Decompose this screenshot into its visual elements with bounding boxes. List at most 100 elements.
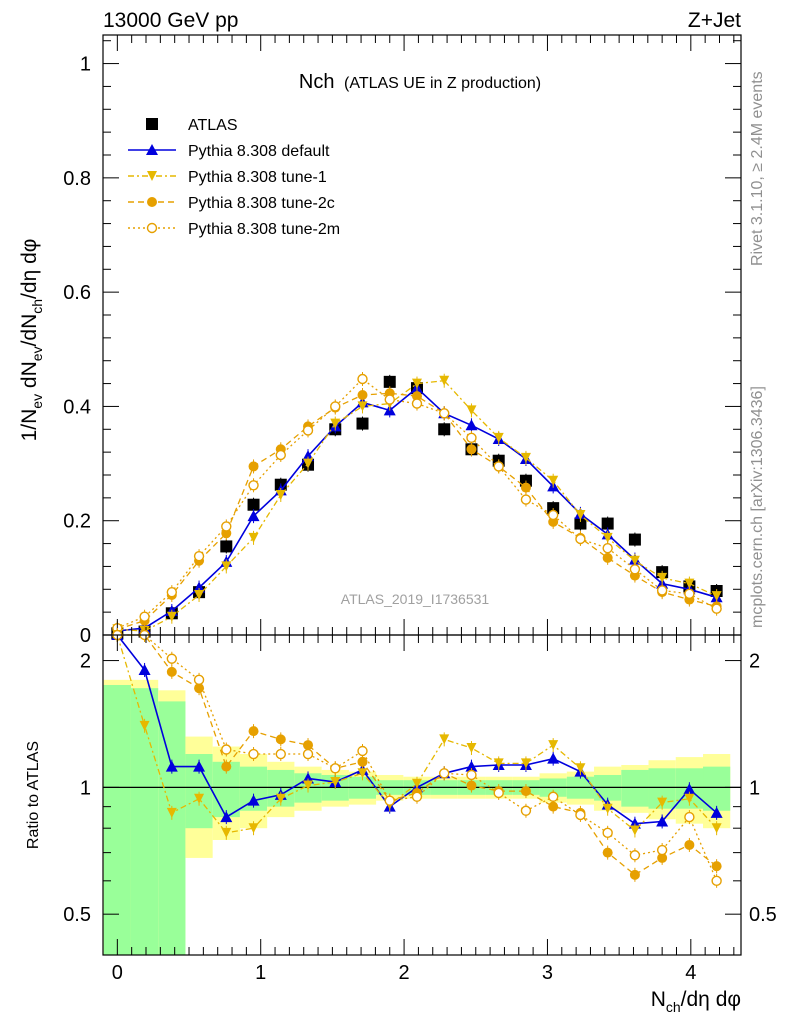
main-point <box>656 585 668 596</box>
ratio-point <box>247 794 260 806</box>
ratio-y-tick-label-right: 2 <box>749 651 760 673</box>
x-tick-label: 4 <box>685 962 696 984</box>
ratio-point <box>548 801 559 812</box>
legend-label: Pythia 8.308 tune-2m <box>188 221 340 238</box>
y-tick-label: 0.4 <box>63 396 91 418</box>
rivet-label: Rivet 3.1.10, ≥ 2.4M events <box>749 71 766 266</box>
main-point <box>166 586 178 598</box>
legend-label: ATLAS <box>188 117 238 134</box>
ratio-band-inner <box>621 769 649 807</box>
main-point <box>493 432 504 443</box>
main-point <box>193 581 206 593</box>
ratio-panel: 0 1 2 3 4 0.5 0.5 1 1 2 2 Ratio to ATLAS Nch/dη dφ <box>25 628 777 1015</box>
ratio-point <box>303 780 314 791</box>
main-point <box>601 517 614 530</box>
ratio-point <box>139 720 150 731</box>
main-point <box>275 490 286 500</box>
main-point <box>602 552 613 563</box>
legend-marker <box>147 171 157 181</box>
main-point <box>466 432 477 444</box>
main-point <box>357 373 368 385</box>
ratio-point <box>656 844 668 856</box>
ratio-point <box>248 748 259 760</box>
legend-marker <box>147 197 157 207</box>
ratio-point <box>193 760 206 772</box>
y-tick-label: 0.8 <box>63 168 91 190</box>
ratio-point <box>303 740 314 751</box>
main-point <box>629 555 640 566</box>
ratio-point <box>166 807 177 818</box>
ratio-point <box>629 869 640 880</box>
ratio-point <box>547 752 560 764</box>
main-point <box>602 532 613 543</box>
ratio-point <box>629 825 640 836</box>
main-point <box>520 452 531 463</box>
main-point <box>602 542 613 554</box>
legend-marker <box>146 144 158 155</box>
ratio-point <box>629 850 641 861</box>
main-point <box>357 401 368 412</box>
ratio-y-tick-label: 2 <box>80 651 91 673</box>
main-point <box>684 588 695 600</box>
ratio-point <box>683 783 696 795</box>
main-point <box>139 611 150 622</box>
main-point <box>330 418 341 429</box>
main-point <box>575 533 586 545</box>
main-point <box>438 423 451 436</box>
legend-entry: ATLAS <box>146 117 238 134</box>
main-point <box>465 419 478 431</box>
main-point <box>628 533 641 546</box>
legend: ATLAS Pythia 8.308 default Pythia 8.308 tu… <box>128 117 340 238</box>
ratio-point <box>710 806 723 818</box>
svg-text:1/Nev dNev/dNch/dη dφ: 1/Nev dNev/dNch/dη dφ <box>18 239 45 442</box>
ratio-point <box>684 839 695 850</box>
legend-entry: Pythia 8.308 tune-2m <box>128 221 340 238</box>
ratio-point <box>520 805 532 816</box>
main-point <box>411 378 422 389</box>
ratio-point <box>520 786 531 797</box>
main-panel: 0 0.2 0.4 0.6 0.8 1 Nch (ATLAS UE in Z produc… <box>18 34 742 647</box>
ratio-point <box>466 743 477 754</box>
ratio-point <box>275 793 286 804</box>
main-point <box>247 498 260 511</box>
ratio-point <box>220 811 233 823</box>
ratio-point <box>657 797 668 808</box>
ratio-point <box>411 778 422 789</box>
main-point <box>575 510 586 520</box>
ratio-point <box>575 763 586 774</box>
ratio-point <box>221 761 232 772</box>
ratio-xlabel: Nch/dη dφ <box>651 988 741 1015</box>
ratio-ylabel: Ratio to ATLAS <box>25 741 42 849</box>
legend-label: Pythia 8.308 default <box>188 143 330 160</box>
main-point <box>330 401 341 412</box>
ratio-point <box>465 760 478 772</box>
main-point <box>520 494 532 505</box>
ratio-y-tick-label-right: 1 <box>749 777 760 799</box>
ratio-point <box>657 852 668 863</box>
ratio-point <box>330 763 341 774</box>
main-point <box>221 561 232 572</box>
ratio-point <box>194 793 205 804</box>
ratio-point <box>138 663 151 675</box>
x-tick-label: 3 <box>542 962 553 984</box>
ratio-point <box>493 758 504 769</box>
main-point <box>629 564 641 575</box>
ratio-line-2 <box>117 634 718 876</box>
y-tick-label: 0.6 <box>63 282 91 304</box>
main-point <box>275 449 286 461</box>
main-point <box>439 408 450 419</box>
ratio-point <box>193 674 205 686</box>
main-point <box>248 532 259 543</box>
main-point <box>248 461 259 472</box>
main-point <box>547 509 559 521</box>
main-point <box>302 425 314 436</box>
main-point <box>220 540 233 553</box>
main-point <box>384 394 395 405</box>
ratio-point <box>275 734 286 745</box>
main-point <box>194 590 205 600</box>
ratio-point <box>656 815 669 827</box>
ratio-point <box>248 726 259 737</box>
ratio-point <box>602 827 613 839</box>
ratio-point <box>302 748 314 760</box>
